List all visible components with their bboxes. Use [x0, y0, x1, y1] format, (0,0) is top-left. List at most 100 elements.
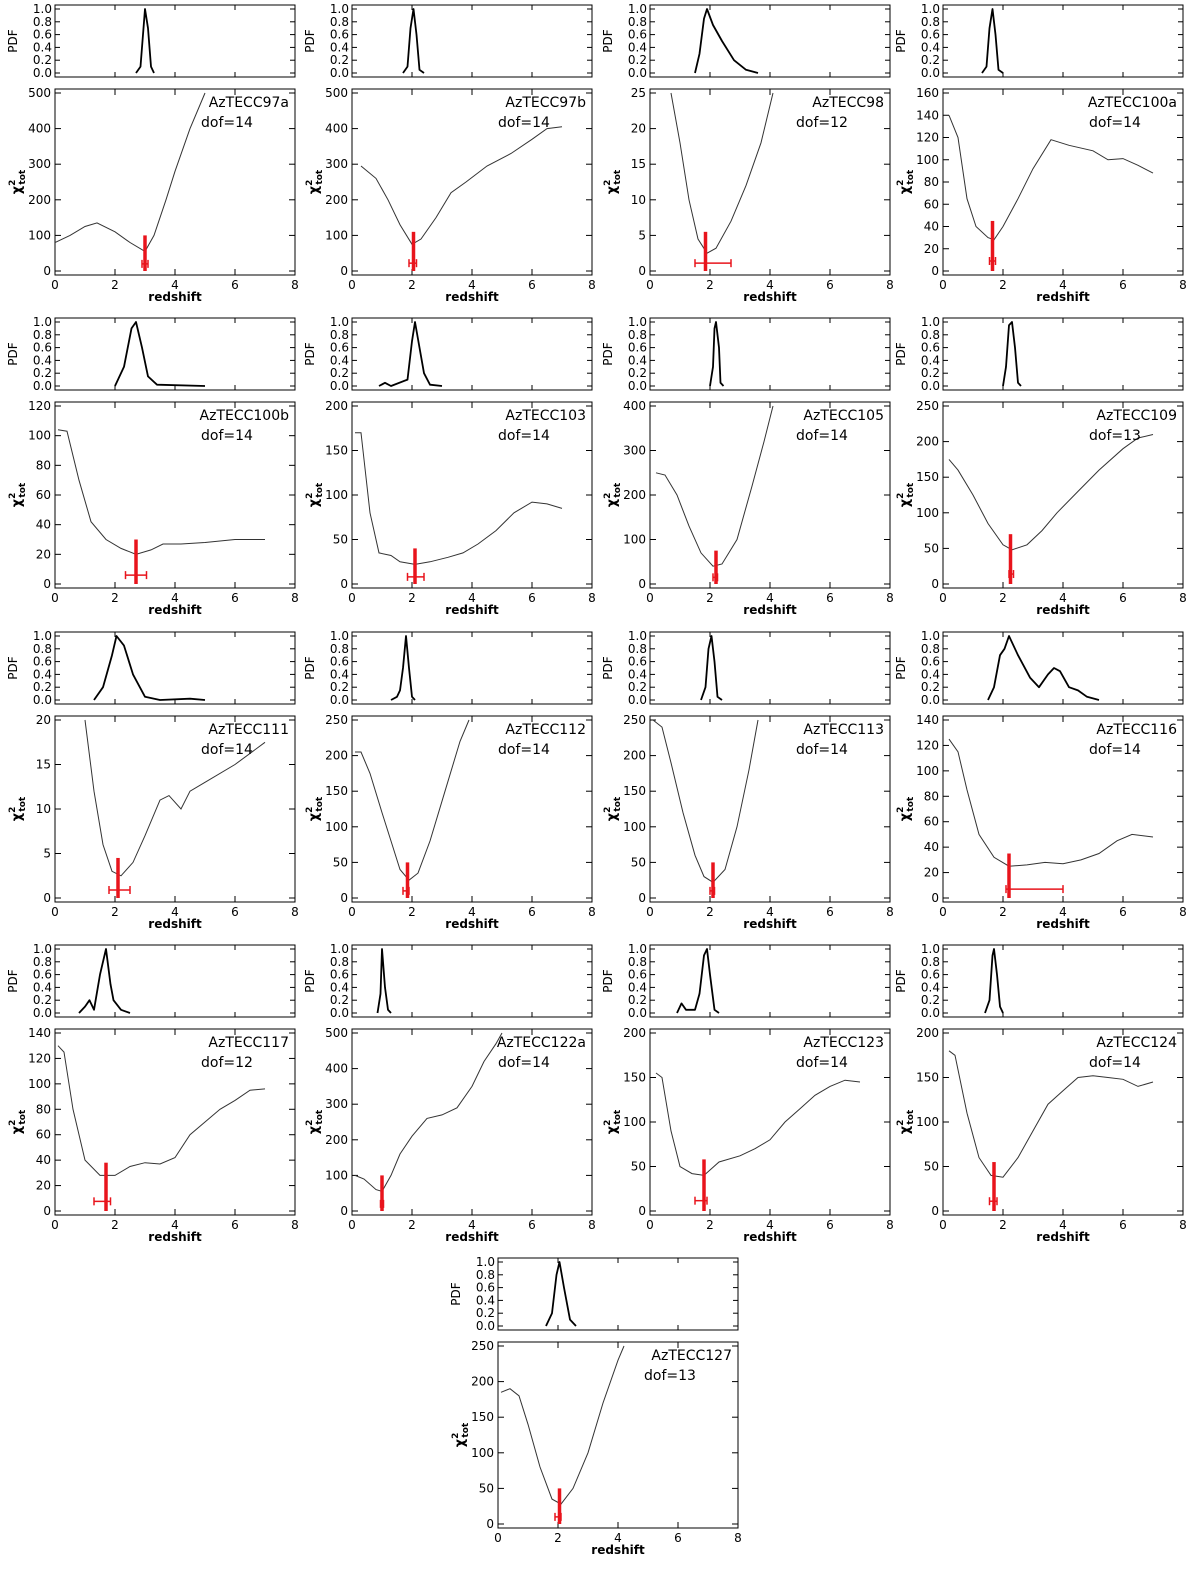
pdf-ytick-label: 0.4 [628, 353, 647, 367]
pdf-ylabel: PDF [601, 342, 615, 365]
pdf-ytick-label: 1.0 [921, 2, 940, 16]
chi2-xtick-label: 0 [939, 1218, 947, 1232]
chi2-ylabel-sub: tot [315, 482, 325, 497]
chi2-ylabel-sub: tot [613, 1109, 623, 1124]
chi2-ytick-label: 140 [916, 713, 939, 727]
pdf-curve [114, 321, 206, 387]
chi2-ytick-label: 0 [340, 264, 348, 278]
chi2-ytick-label: 120 [28, 1051, 51, 1065]
chi2-curve [360, 126, 563, 245]
xlabel: redshift [445, 1230, 499, 1244]
pdf-ytick-label: 0.4 [921, 40, 940, 54]
pdf-ytick-label: 1.0 [33, 942, 52, 956]
chi2-xtick-label: 8 [886, 905, 894, 919]
chi2-ylabel-sub: tot [315, 1109, 325, 1124]
pdf-ylabel: PDF [303, 342, 317, 365]
pdf-curve [545, 1261, 577, 1327]
pdf-ytick-label: 1.0 [628, 315, 647, 329]
source-name: AzTECC100b [200, 408, 290, 424]
dof-label: dof=14 [796, 742, 848, 758]
pdf-ylabel: PDF [449, 1282, 463, 1305]
chi2-ylabel-main: χ [307, 498, 322, 507]
chi2-ytick-label: 250 [623, 713, 646, 727]
chi2-ytick-label: 100 [325, 1168, 348, 1182]
pdf-ytick-label: 1.0 [921, 942, 940, 956]
chi2-curve [500, 1345, 625, 1505]
source-name: AzTECC116 [1096, 722, 1177, 738]
pdf-ytick-label: 1.0 [628, 2, 647, 16]
xlabel: redshift [743, 290, 797, 304]
chi2-ytick-label: 0 [340, 577, 348, 591]
pdf-frame [54, 4, 296, 78]
xlabel: redshift [445, 603, 499, 617]
chi2-curve [670, 92, 774, 254]
pdf-ytick-label: 0.4 [628, 40, 647, 54]
pdf-ytick-label: 0.8 [628, 955, 647, 969]
chi2-xtick-label: 8 [1179, 278, 1187, 292]
dof-label: dof=14 [1089, 115, 1141, 131]
chi2-xtick-label: 4 [171, 278, 179, 292]
pdf-ytick-label: 0.2 [330, 366, 349, 380]
dof-label: dof=14 [201, 115, 253, 131]
chi2-ylabel: χ2tot [603, 482, 623, 507]
pdf-frame [649, 944, 891, 1018]
panel-AzTECC97b: 0.00.20.40.60.81.0 PDF 0 100 200 300 400 500 0 2 4… [303, 2, 596, 304]
chi2-ytick-label: 0 [931, 1204, 939, 1218]
pdf-ytick-label: 0.6 [330, 341, 349, 355]
chi2-xtick-label: 2 [554, 1531, 562, 1545]
pdf-ylabel: PDF [303, 656, 317, 679]
pdf-ytick-label: 0.0 [921, 379, 940, 393]
pdf-frame [649, 631, 891, 705]
chi2-xtick-label: 8 [588, 278, 596, 292]
xlabel: redshift [445, 290, 499, 304]
chi2-ylabel-sub: tot [906, 169, 916, 184]
pdf-ytick-label: 0.4 [628, 667, 647, 681]
chi2-xtick-label: 8 [886, 278, 894, 292]
chi2-ytick-label: 500 [325, 1026, 348, 1040]
chi2-xtick-label: 0 [494, 1531, 502, 1545]
chi2-ytick-label: 0 [340, 891, 348, 905]
pdf-ylabel: PDF [303, 29, 317, 52]
chi2-ylabel: χ2tot [305, 482, 325, 507]
chi2-ylabel-main: χ [307, 812, 322, 821]
source-name: AzTECC109 [1096, 408, 1177, 424]
chi2-ylabel-sup: 2 [8, 180, 18, 186]
chi2-ytick-label: 200 [623, 749, 646, 763]
chi2-ytick-label: 0 [340, 1204, 348, 1218]
chi2-ylabel-sub: tot [18, 169, 28, 184]
chi2-ylabel-sub: tot [315, 169, 325, 184]
chi2-ytick-label: 100 [28, 1077, 51, 1091]
pdf-ytick-label: 0.8 [33, 955, 52, 969]
chi2-ylabel-main: χ [10, 812, 25, 821]
chi2-xtick-label: 8 [588, 1218, 596, 1232]
chi2-xtick-label: 6 [231, 278, 239, 292]
chi2-ytick-label: 40 [36, 518, 51, 532]
chi2-ytick-label: 100 [916, 764, 939, 778]
pdf-ytick-label: 0.8 [921, 15, 940, 29]
pdf-frame [54, 631, 296, 705]
pdf-ytick-label: 0.4 [330, 980, 349, 994]
chi2-ytick-label: 200 [916, 1026, 939, 1040]
pdf-ylabel: PDF [6, 656, 20, 679]
chi2-ytick-label: 120 [28, 399, 51, 413]
pdf-ytick-label: 0.6 [330, 968, 349, 982]
chi2-ytick-label: 100 [623, 533, 646, 547]
chi2-ytick-label: 150 [325, 784, 348, 798]
chi2-xtick-label: 4 [171, 905, 179, 919]
pdf-ylabel: PDF [894, 342, 908, 365]
chi2-xtick-label: 2 [706, 278, 714, 292]
chi2-ytick-label: 0 [638, 1204, 646, 1218]
pdf-ytick-label: 0.2 [921, 53, 940, 67]
pdf-frame [942, 944, 1184, 1018]
chi2-ytick-label: 60 [36, 1128, 51, 1142]
chi2-ytick-label: 300 [623, 444, 646, 458]
pdf-ytick-label: 0.6 [33, 655, 52, 669]
xlabel: redshift [743, 603, 797, 617]
xlabel: redshift [1036, 1230, 1090, 1244]
chi2-ytick-label: 20 [924, 866, 939, 880]
pdf-ylabel: PDF [6, 342, 20, 365]
chi2-ytick-label: 400 [623, 399, 646, 413]
pdf-ytick-label: 0.8 [628, 15, 647, 29]
chi2-ytick-label: 200 [471, 1375, 494, 1389]
pdf-ytick-label: 0.4 [921, 980, 940, 994]
